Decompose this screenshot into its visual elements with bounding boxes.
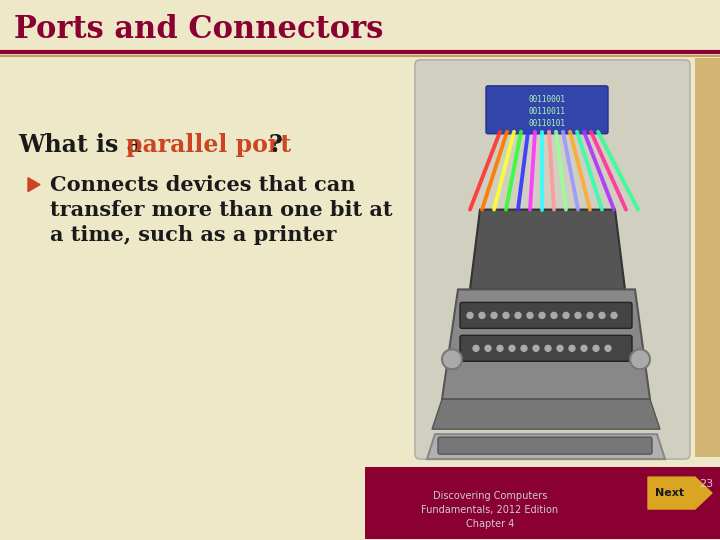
Text: Ports and Connectors: Ports and Connectors [14,15,383,45]
Circle shape [503,313,509,319]
Circle shape [587,313,593,319]
Circle shape [581,346,587,352]
Text: Connects devices that can: Connects devices that can [50,174,356,194]
FancyBboxPatch shape [415,60,690,459]
Text: 00110101: 00110101 [528,119,565,129]
Text: Discovering Computers
Fundamentals, 2012 Edition
Chapter 4: Discovering Computers Fundamentals, 2012… [421,491,559,529]
Text: 00110011: 00110011 [528,107,565,116]
Circle shape [497,346,503,352]
Circle shape [485,346,491,352]
Circle shape [539,313,545,319]
FancyBboxPatch shape [486,86,608,134]
Circle shape [611,313,617,319]
Circle shape [599,313,605,319]
Text: transfer more than one bit at: transfer more than one bit at [50,200,392,220]
Circle shape [442,349,462,369]
FancyBboxPatch shape [438,437,652,454]
Circle shape [551,313,557,319]
Polygon shape [648,477,712,509]
FancyBboxPatch shape [460,335,632,361]
FancyBboxPatch shape [365,467,720,539]
Circle shape [515,313,521,319]
Text: ?: ? [268,133,282,157]
Polygon shape [470,210,625,289]
Circle shape [527,313,533,319]
Text: 23: 23 [699,479,713,489]
Circle shape [575,313,581,319]
Circle shape [545,346,551,352]
Circle shape [630,349,650,369]
Circle shape [557,346,563,352]
Text: What is a: What is a [18,133,150,157]
Circle shape [533,346,539,352]
Circle shape [569,346,575,352]
Polygon shape [432,399,660,429]
Circle shape [491,313,497,319]
Circle shape [467,313,473,319]
Circle shape [473,346,479,352]
FancyBboxPatch shape [695,58,720,457]
Text: 00110001: 00110001 [528,95,565,104]
Text: a time, such as a printer: a time, such as a printer [50,225,336,245]
Circle shape [479,313,485,319]
Text: parallel port: parallel port [126,133,291,157]
FancyBboxPatch shape [460,302,632,328]
Circle shape [593,346,599,352]
Polygon shape [427,434,665,459]
Circle shape [509,346,515,352]
Text: Next: Next [655,488,685,498]
Circle shape [605,346,611,352]
Polygon shape [28,178,40,192]
Circle shape [563,313,569,319]
Circle shape [521,346,527,352]
Polygon shape [442,289,650,399]
